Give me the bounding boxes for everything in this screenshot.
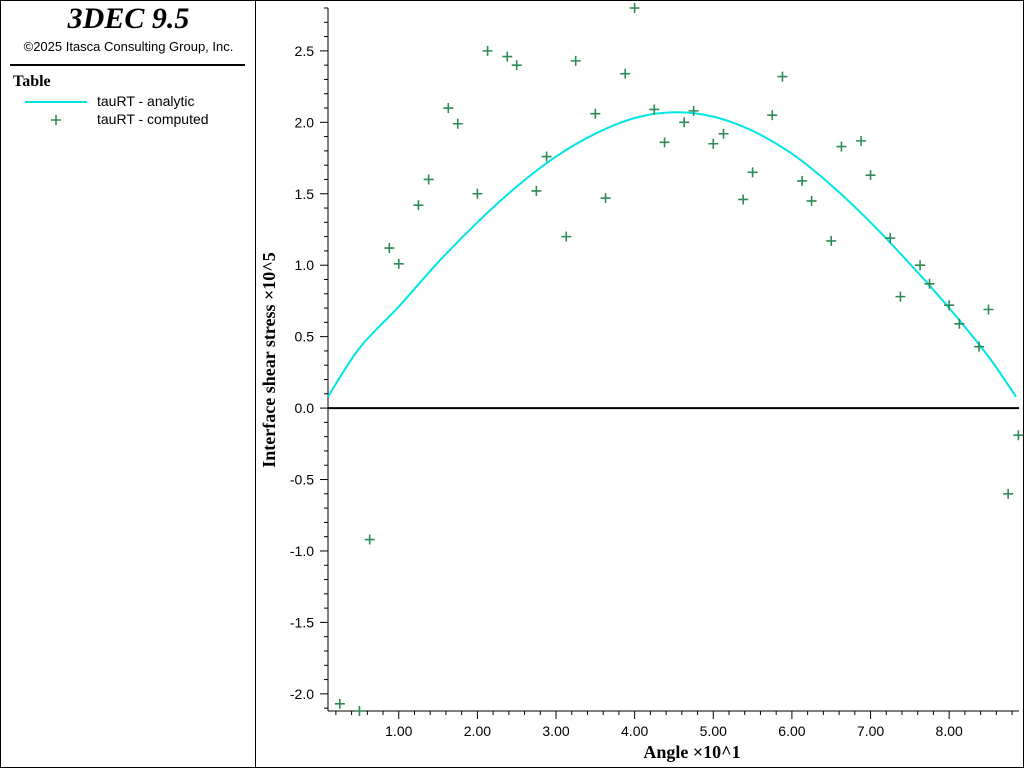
- legend-label-computed: tauRT - computed: [97, 111, 209, 127]
- data-point-computed: [718, 128, 729, 139]
- y-tick-label: 0.0: [295, 400, 315, 416]
- x-tick-label: 8.00: [936, 723, 963, 739]
- legend-item-computed: tauRT - computed: [23, 111, 253, 129]
- data-point-computed: [836, 141, 847, 152]
- data-point-computed: [649, 104, 660, 115]
- data-point-computed: [688, 105, 699, 116]
- data-point-computed: [679, 117, 690, 128]
- data-point-computed: [944, 300, 955, 311]
- x-tick-label: 4.00: [621, 723, 648, 739]
- data-point-computed: [541, 151, 552, 162]
- data-point-computed: [561, 231, 572, 242]
- y-tick-label: 1.5: [295, 186, 315, 202]
- data-point-computed: [384, 243, 395, 254]
- y-tick-label: 0.5: [295, 329, 315, 345]
- data-point-computed: [570, 55, 581, 66]
- data-point-computed: [629, 3, 640, 13]
- legend-label-analytic: tauRT - analytic: [97, 93, 195, 109]
- data-point-computed: [511, 60, 522, 71]
- x-tick-label: 5.00: [700, 723, 727, 739]
- data-point-computed: [600, 193, 611, 204]
- data-point-computed: [856, 135, 867, 146]
- data-point-computed: [738, 194, 749, 205]
- data-point-computed: [747, 167, 758, 178]
- y-tick-label: -1.0: [290, 543, 314, 559]
- data-point-computed: [1003, 488, 1014, 499]
- series-analytic-line: [327, 111, 1017, 398]
- data-point-computed: [797, 175, 808, 186]
- data-point-computed: [423, 174, 434, 185]
- x-axis-label: Angle ×10^1: [643, 742, 740, 762]
- data-point-computed: [806, 195, 817, 206]
- data-point-computed: [924, 278, 935, 289]
- x-tick-label: 7.00: [857, 723, 884, 739]
- y-tick-label: -2.0: [290, 686, 314, 702]
- data-point-computed: [531, 185, 542, 196]
- legend-panel: 3DEC 9.5 ©2025 Itasca Consulting Group, …: [1, 1, 256, 767]
- data-point-computed: [452, 118, 463, 129]
- data-point-computed: [364, 534, 375, 545]
- legend-line-swatch: [25, 101, 87, 103]
- data-point-computed: [974, 341, 985, 352]
- data-point-computed: [472, 188, 483, 199]
- copyright-text: ©2025 Itasca Consulting Group, Inc.: [23, 39, 234, 54]
- x-tick-label: 2.00: [464, 723, 491, 739]
- y-tick-label: 2.0: [295, 114, 315, 130]
- app-title: 3DEC 9.5: [67, 2, 190, 35]
- data-point-computed: [334, 698, 345, 709]
- data-point-computed: [708, 138, 719, 149]
- data-point-computed: [413, 200, 424, 211]
- y-tick-label: 1.0: [295, 257, 315, 273]
- legend-item-analytic: tauRT - analytic: [23, 93, 253, 111]
- data-point-computed: [482, 45, 493, 56]
- data-point-computed: [590, 108, 601, 119]
- data-point-computed: [620, 68, 631, 79]
- legend-heading: Table: [13, 73, 51, 90]
- data-point-computed: [767, 110, 778, 121]
- data-point-computed: [502, 51, 513, 62]
- x-tick-label: 6.00: [778, 723, 805, 739]
- x-tick-label: 1.00: [385, 723, 412, 739]
- data-point-computed: [895, 291, 906, 302]
- y-axis-label: Interface shear stress ×10^5: [259, 252, 279, 468]
- data-point-computed: [443, 103, 454, 114]
- data-point-computed: [983, 304, 994, 315]
- data-point-computed: [659, 137, 670, 148]
- data-point-computed: [954, 318, 965, 329]
- data-point-computed: [826, 235, 837, 246]
- data-point-computed: [393, 258, 404, 269]
- data-point-computed: [915, 260, 926, 271]
- title-divider: [10, 64, 245, 66]
- data-point-computed: [865, 170, 876, 181]
- legend-plus-swatch: [51, 115, 61, 125]
- data-point-computed: [885, 233, 896, 244]
- x-tick-label: 3.00: [542, 723, 569, 739]
- y-tick-label: 2.5: [295, 43, 315, 59]
- y-tick-label: -1.5: [290, 614, 314, 630]
- data-point-computed: [777, 71, 788, 82]
- y-tick-label: -0.5: [290, 472, 314, 488]
- data-point-computed: [1013, 430, 1024, 441]
- data-point-computed: [354, 706, 365, 716]
